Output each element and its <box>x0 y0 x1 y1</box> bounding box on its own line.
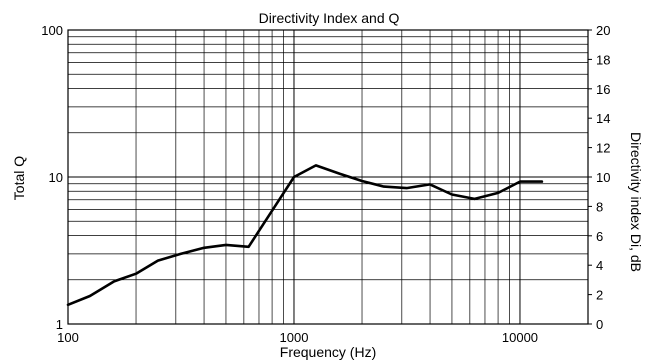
y2-tick-label: 18 <box>596 52 610 67</box>
series-layer <box>66 164 544 307</box>
y2-tick-label: 2 <box>596 288 603 303</box>
y2-tick-label: 8 <box>596 199 603 214</box>
y2-tick-label: 0 <box>596 317 603 332</box>
y2-tick-label: 14 <box>596 111 610 126</box>
x-axis-label: Frequency (Hz) <box>280 344 376 360</box>
grid-lines <box>68 30 588 324</box>
y-tick-label: 10 <box>49 170 63 185</box>
y-tick-label: 1 <box>56 317 63 332</box>
y2-tick-label: 20 <box>596 23 610 38</box>
y-tick-label: 100 <box>41 23 63 38</box>
y2-tick-label: 12 <box>596 141 610 156</box>
series-line <box>66 164 544 307</box>
x-tick-label: 1000 <box>280 330 309 345</box>
x-tick-label: 100 <box>57 330 79 345</box>
x-tick-label: 10000 <box>502 330 538 345</box>
y2-tick-label: 4 <box>596 258 603 273</box>
y2-tick-label: 6 <box>596 229 603 244</box>
y2-tick-label: 10 <box>596 170 610 185</box>
y2-tick-label: 16 <box>596 82 610 97</box>
chart-title: Directivity Index and Q <box>259 10 400 26</box>
plot-frame <box>67 29 589 325</box>
y2-axis-label: Directivity index Di, dB <box>628 132 644 272</box>
y-axis-label: Total Q <box>11 156 27 200</box>
